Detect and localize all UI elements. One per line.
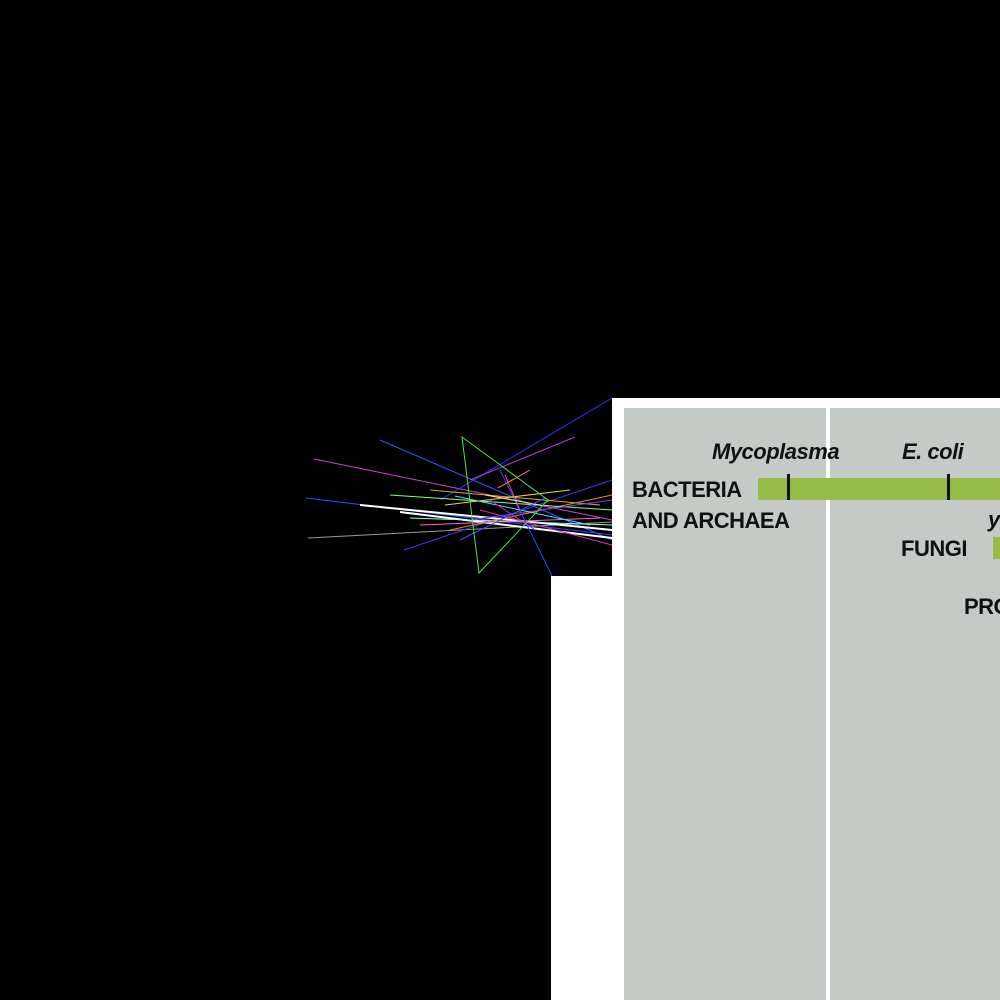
figure-background	[624, 408, 1000, 1000]
mycoplasma-tick	[787, 474, 790, 500]
fungi-label: FUNGI	[901, 536, 967, 561]
column-divider	[826, 408, 830, 1000]
archaea-label: AND ARCHAEA	[632, 508, 790, 533]
fungi-range-bar	[993, 537, 1000, 559]
bacteria-label: BACTERIA	[632, 477, 742, 502]
ecoli-tick	[947, 474, 950, 500]
figure-panel: Mycoplasma E. coli BACTERIA AND ARCHAEA …	[612, 398, 1000, 1000]
protists-label: PRO	[964, 594, 1000, 619]
ecoli-label: E. coli	[902, 439, 964, 464]
white-backdrop	[551, 576, 624, 1000]
yeast-label: y	[988, 507, 1000, 532]
scribble-lines	[305, 397, 613, 577]
bacteria-range-bar	[758, 478, 1000, 500]
mycoplasma-label: Mycoplasma	[712, 439, 840, 464]
